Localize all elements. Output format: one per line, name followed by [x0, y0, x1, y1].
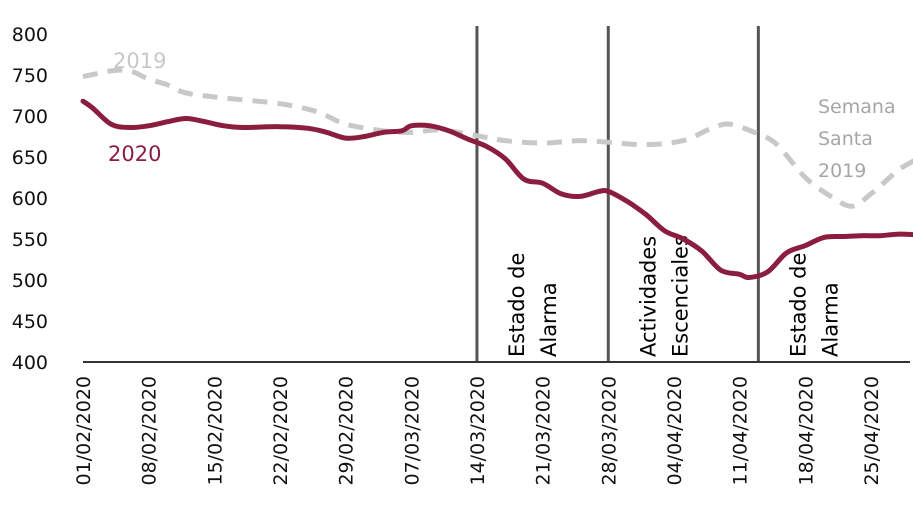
x-tick-label: 28/03/2020 [598, 376, 620, 486]
y-tick-label: 400 [12, 352, 48, 374]
vertical-marker-label: Alarma [537, 282, 561, 357]
y-tick-label: 800 [12, 24, 48, 46]
vertical-marker-label: Alarma [818, 282, 842, 357]
y-tick-label: 550 [12, 229, 48, 251]
annotation-text: Santa [818, 128, 873, 150]
series-line-2019 [82, 67, 913, 209]
series-label-2019: 2019 [113, 49, 166, 73]
x-axis-ticks: 01/02/2020 08/02/2020 15/02/2020 22/02/2020… [73, 376, 883, 486]
x-tick-label: 15/02/2020 [204, 376, 226, 486]
x-tick-label: 25/04/2020 [861, 376, 883, 486]
series-line-2020 [80, 98, 913, 281]
x-tick-label: 07/03/2020 [401, 376, 423, 486]
x-tick-label: 21/03/2020 [533, 376, 555, 486]
vertical-marker-label: Actividades [636, 236, 660, 357]
x-tick-label: 29/02/2020 [336, 376, 358, 486]
series-labels: 2020 2019 [108, 49, 166, 166]
series-2019 [82, 67, 913, 209]
vertical-marker-label: Escenciales [668, 235, 692, 357]
y-axis-ticks: 400 450 500 550 600 650 700 750 800 [12, 24, 48, 374]
y-tick-label: 600 [12, 188, 48, 210]
vertical-marker-label: Estado de [786, 253, 810, 357]
annotations: Semana Santa 2019 [818, 96, 896, 182]
x-tick-label: 18/04/2020 [795, 376, 817, 486]
y-tick-label: 450 [12, 311, 48, 333]
x-tick-label: 22/02/2020 [270, 376, 292, 486]
vertical-markers: Estado de Alarma Actividades Escenciales Est… [475, 26, 842, 362]
x-tick-label: 04/04/2020 [664, 376, 686, 486]
x-tick-label: 14/03/2020 [467, 376, 489, 486]
vertical-marker-label: Estado de [505, 253, 529, 357]
y-tick-label: 500 [12, 270, 48, 292]
annotation-text: Semana [818, 96, 896, 118]
x-tick-label: 08/02/2020 [139, 376, 161, 486]
y-tick-label: 750 [12, 65, 48, 87]
x-tick-label: 11/04/2020 [730, 376, 752, 486]
y-tick-label: 700 [12, 106, 48, 128]
series-2020 [80, 98, 913, 281]
annotation-text: 2019 [818, 160, 866, 182]
series-label-2020: 2020 [108, 142, 161, 166]
y-tick-label: 650 [12, 147, 48, 169]
x-tick-label: 01/02/2020 [73, 376, 95, 486]
